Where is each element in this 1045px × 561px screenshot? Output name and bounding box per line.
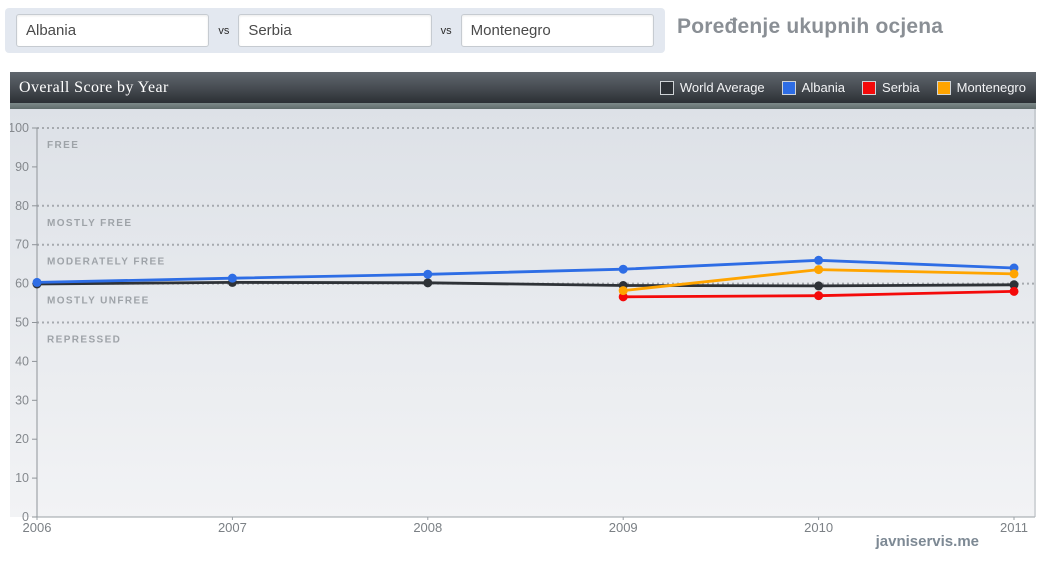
y-tick-label-50: 50 xyxy=(15,316,29,330)
y-tick-label-30: 30 xyxy=(15,393,29,407)
x-tick-label-2008: 2008 xyxy=(413,520,442,535)
compare-bar: vs vs xyxy=(5,8,665,53)
series-point-serbia-2010 xyxy=(814,291,824,301)
band-label-repressed: REPRESSED xyxy=(47,335,121,346)
y-tick-label-100: 100 xyxy=(10,121,29,135)
y-tick-label-0: 0 xyxy=(22,510,29,524)
legend-item-world-average[interactable]: World Average xyxy=(659,80,765,95)
y-tick-label-10: 10 xyxy=(15,471,29,485)
series-point-serbia-2011 xyxy=(1009,286,1019,296)
chart-legend: World Average Albania Serbia Montenegro xyxy=(659,80,1026,95)
series-point-montenegro-2009 xyxy=(618,286,628,296)
band-label-moderately-free: MODERATELY FREE xyxy=(47,257,166,268)
legend-item-albania[interactable]: Albania xyxy=(781,80,846,95)
series-line-world-average xyxy=(35,281,1016,288)
legend-swatch-albania xyxy=(781,80,796,95)
country-input-2[interactable] xyxy=(238,14,432,47)
country-input-1[interactable] xyxy=(16,14,210,47)
y-tick-label-90: 90 xyxy=(15,160,29,174)
legend-item-montenegro[interactable]: Montenegro xyxy=(936,80,1026,95)
chart-header: Overall Score by Year World Average Alban… xyxy=(10,72,1036,103)
legend-swatch-serbia xyxy=(862,80,877,95)
vs-separator: vs xyxy=(440,24,452,37)
series-point-montenegro-2011 xyxy=(1009,269,1019,279)
page-title: Poređenje ukupnih ocjena xyxy=(677,15,944,38)
y-tick-label-60: 60 xyxy=(15,277,29,291)
legend-item-serbia[interactable]: Serbia xyxy=(862,80,920,95)
chart-title: Overall Score by Year xyxy=(19,78,169,96)
chart-panel: Overall Score by Year World Average Alban… xyxy=(10,72,1036,536)
series-point-serbia-2009 xyxy=(618,292,628,302)
chart-header-divider xyxy=(10,103,1036,109)
y-tick-label-20: 20 xyxy=(15,432,29,446)
y-tick-label-40: 40 xyxy=(15,354,29,368)
series-point-world-average-2011 xyxy=(1009,280,1019,290)
series-point-albania-2006 xyxy=(32,277,42,287)
country-input-3[interactable] xyxy=(460,14,654,47)
series-point-world-average-2010 xyxy=(814,281,824,291)
series-point-albania-2010 xyxy=(814,255,824,265)
legend-label: Montenegro xyxy=(956,80,1026,95)
series-point-world-average-2008 xyxy=(423,278,433,288)
band-label-free: FREE xyxy=(47,140,79,151)
x-tick-label-2010: 2010 xyxy=(804,520,833,535)
legend-swatch-world-average xyxy=(659,80,674,95)
legend-label: Albania xyxy=(801,80,846,95)
series-point-albania-2007 xyxy=(227,273,237,283)
chart-plot-area: FREE MOSTLY FREE MODERATELY FREE MOSTLY UNF… xyxy=(10,109,1036,536)
line-chart: FREE MOSTLY FREE MODERATELY FREE MOSTLY UNF… xyxy=(10,109,1036,535)
y-tick-label-70: 70 xyxy=(15,238,29,252)
vs-separator: vs xyxy=(218,24,230,37)
legend-label: World Average xyxy=(679,80,765,95)
series-point-albania-2008 xyxy=(423,269,433,279)
x-tick-label-2006: 2006 xyxy=(23,520,52,535)
x-tick-label-2011: 2011 xyxy=(1000,520,1028,535)
x-tick-label-2007: 2007 xyxy=(218,520,247,535)
series-point-montenegro-2010 xyxy=(814,265,824,275)
legend-label: Serbia xyxy=(882,80,920,95)
series-point-albania-2009 xyxy=(618,264,628,274)
band-label-mostly-free: MOSTLY FREE xyxy=(47,218,132,229)
y-tick-label-80: 80 xyxy=(15,199,29,213)
series-line-albania xyxy=(35,258,1016,284)
watermark: javniservis.me xyxy=(875,533,979,550)
plot-background xyxy=(10,109,1036,517)
x-tick-label-2009: 2009 xyxy=(609,520,638,535)
band-label-mostly-unfree: MOSTLY UNFREE xyxy=(47,296,150,307)
legend-swatch-montenegro xyxy=(936,80,951,95)
